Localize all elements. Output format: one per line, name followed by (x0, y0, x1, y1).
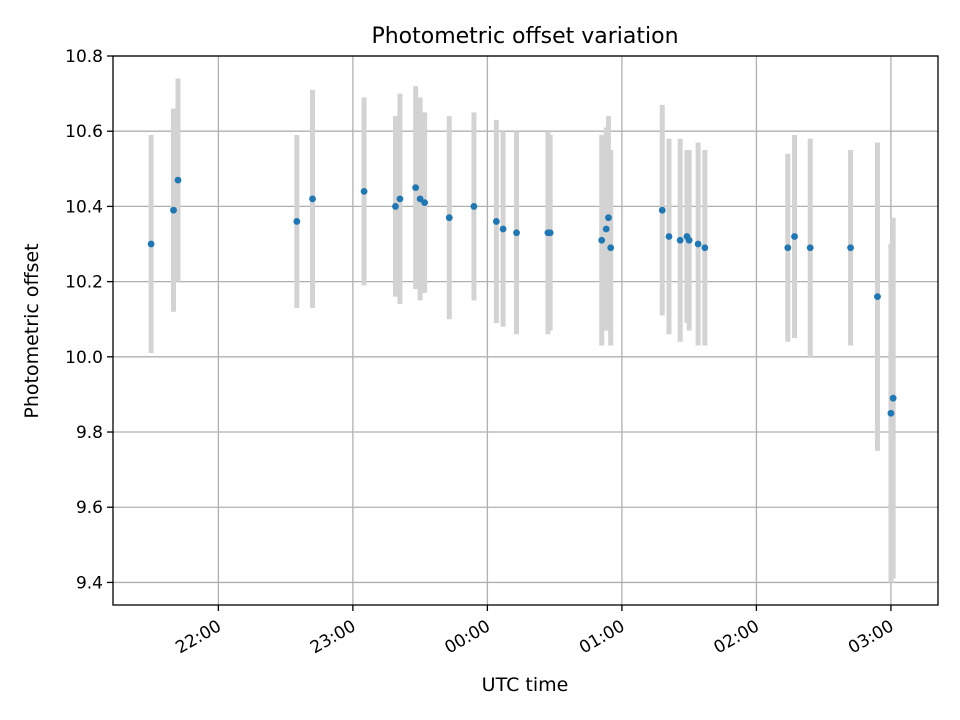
data-point (694, 240, 702, 248)
data-point (445, 214, 453, 222)
data-point (605, 214, 612, 222)
data-point (309, 195, 316, 203)
data-point (784, 244, 792, 252)
x-tick-label: 02:00 (710, 616, 762, 658)
y-tick-label: 10.4 (65, 197, 103, 217)
x-axis-label: UTC time (482, 674, 569, 696)
data-point (607, 244, 615, 252)
data-point (791, 233, 798, 240)
x-axis-ticks: 22:00 23:00 00:00 01:00 02:00 03:00 (172, 605, 897, 658)
data-point (546, 229, 554, 237)
plot-frame (112, 55, 939, 606)
data-point (887, 409, 895, 417)
data-point (293, 218, 301, 225)
y-tick-label: 10.2 (65, 273, 103, 293)
data-point (147, 240, 155, 248)
chart-title: Photometric offset variation (371, 24, 678, 49)
data-point (602, 225, 610, 233)
data-point (874, 293, 881, 301)
data-point (360, 187, 368, 195)
x-tick-label: 01:00 (576, 616, 628, 658)
data-point (701, 244, 709, 252)
data-point (847, 244, 854, 252)
data-points (147, 176, 897, 417)
y-axis-ticks: 9.4 9.6 9.8 10.0 10.2 10.4 10.6 10.8 (65, 47, 113, 593)
y-tick-label: 9.6 (76, 498, 103, 518)
y-tick-label: 10.6 (65, 122, 103, 142)
x-tick-label: 00:00 (441, 616, 493, 658)
data-point (396, 195, 404, 203)
data-point (665, 233, 673, 240)
y-tick-label: 9.8 (76, 423, 103, 443)
data-point (492, 218, 500, 225)
x-tick-label: 22:00 (172, 616, 224, 658)
x-tick-label: 23:00 (307, 616, 359, 658)
data-point (499, 225, 507, 233)
y-tick-label: 9.4 (76, 573, 103, 593)
data-point (392, 203, 399, 210)
y-tick-label: 10.0 (65, 348, 103, 368)
y-tick-label: 10.8 (65, 47, 103, 67)
data-point (513, 229, 520, 237)
y-axis-label: Photometric offset (21, 243, 43, 418)
data-point (676, 236, 684, 244)
data-point (416, 195, 424, 203)
data-point (658, 206, 666, 214)
data-point (412, 184, 420, 192)
data-point (806, 244, 814, 252)
data-point (170, 206, 177, 214)
data-point (889, 394, 897, 402)
data-point (598, 236, 606, 244)
data-point (470, 203, 478, 210)
data-point (685, 236, 693, 244)
grid (113, 55, 938, 605)
data-point (174, 176, 182, 184)
data-point (421, 199, 429, 207)
x-tick-label: 03:00 (845, 616, 897, 658)
